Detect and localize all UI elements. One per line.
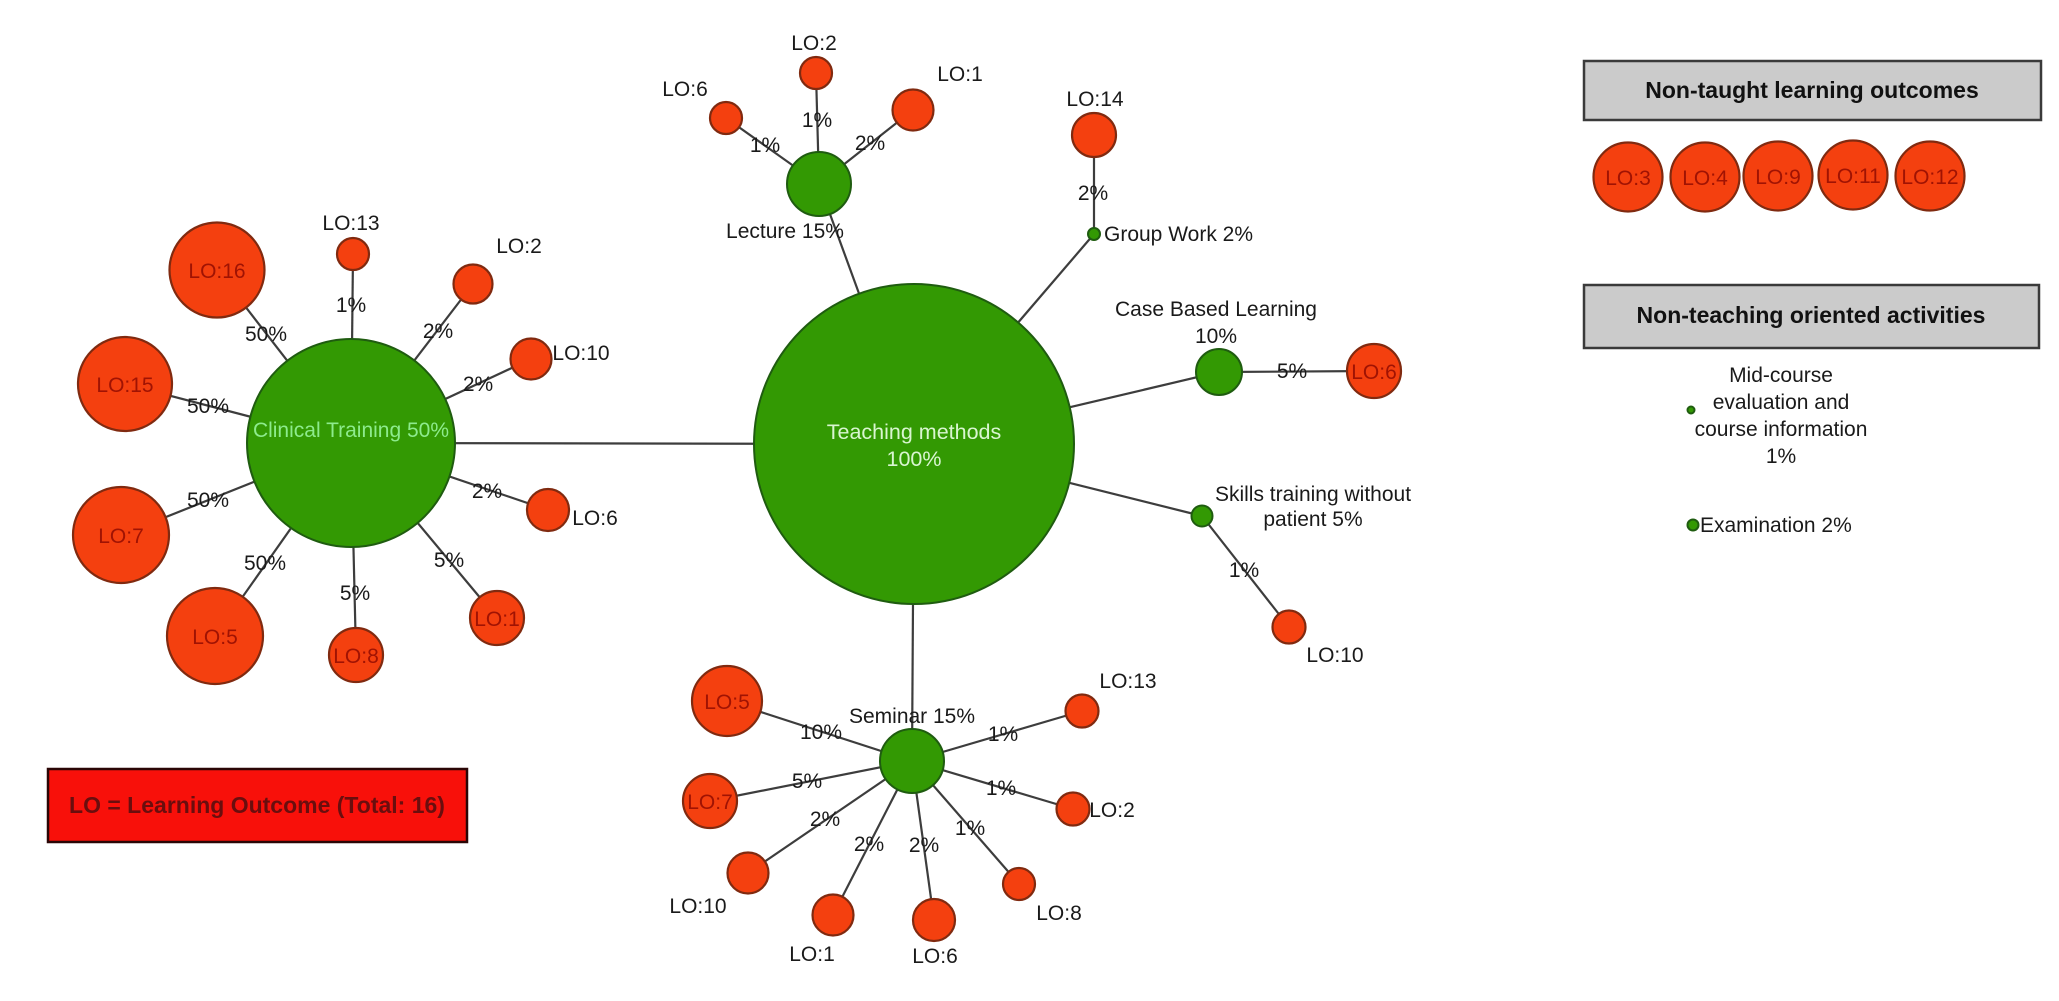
svg-text:LO:6: LO:6 bbox=[662, 78, 708, 101]
svg-text:LO:10: LO:10 bbox=[669, 895, 726, 918]
svg-text:LO:2: LO:2 bbox=[496, 235, 542, 258]
svg-text:1%: 1% bbox=[986, 777, 1016, 800]
svg-text:LO:2: LO:2 bbox=[1089, 799, 1135, 822]
svg-text:LO:1: LO:1 bbox=[474, 608, 520, 631]
svg-text:LO:11: LO:11 bbox=[1825, 165, 1881, 188]
svg-text:2%: 2% bbox=[909, 834, 939, 857]
svg-text:10%: 10% bbox=[800, 721, 842, 744]
svg-text:Seminar 15%: Seminar 15% bbox=[849, 705, 975, 728]
svg-text:Clinical Training 50%: Clinical Training 50% bbox=[253, 419, 449, 442]
svg-text:LO:2: LO:2 bbox=[791, 32, 837, 55]
svg-text:1%: 1% bbox=[336, 294, 366, 317]
svg-text:Case Based Learning: Case Based Learning bbox=[1115, 298, 1317, 321]
svg-text:5%: 5% bbox=[340, 582, 370, 605]
svg-text:Lecture 15%: Lecture 15% bbox=[726, 220, 844, 243]
svg-text:LO:6: LO:6 bbox=[912, 945, 958, 968]
svg-text:Non-taught learning outcomes: Non-taught learning outcomes bbox=[1645, 77, 1979, 103]
svg-text:LO:9: LO:9 bbox=[1755, 166, 1801, 189]
svg-text:LO:6: LO:6 bbox=[572, 507, 618, 530]
svg-text:LO:1: LO:1 bbox=[937, 63, 983, 86]
svg-text:5%: 5% bbox=[792, 770, 822, 793]
svg-text:1%: 1% bbox=[1229, 559, 1259, 582]
svg-text:2%: 2% bbox=[472, 480, 502, 503]
svg-text:10%: 10% bbox=[1195, 325, 1237, 348]
svg-text:LO:13: LO:13 bbox=[322, 212, 379, 235]
svg-text:course information: course information bbox=[1695, 418, 1868, 441]
svg-text:2%: 2% bbox=[463, 373, 493, 396]
svg-text:1%: 1% bbox=[955, 817, 985, 840]
svg-text:LO = Learning Outcome (Total:: LO = Learning Outcome (Total: 16) bbox=[69, 792, 445, 818]
svg-text:patient 5%: patient 5% bbox=[1263, 508, 1362, 531]
svg-text:2%: 2% bbox=[855, 132, 885, 155]
svg-text:100%: 100% bbox=[887, 447, 942, 471]
svg-text:1%: 1% bbox=[988, 723, 1018, 746]
svg-text:evaluation and: evaluation and bbox=[1713, 391, 1850, 414]
svg-text:2%: 2% bbox=[1078, 182, 1108, 205]
svg-text:LO:8: LO:8 bbox=[1036, 902, 1082, 925]
svg-text:LO:5: LO:5 bbox=[704, 691, 750, 714]
svg-text:5%: 5% bbox=[1277, 360, 1307, 383]
svg-text:LO:14: LO:14 bbox=[1066, 88, 1124, 111]
svg-text:LO:3: LO:3 bbox=[1605, 167, 1651, 190]
svg-text:LO:6: LO:6 bbox=[1351, 361, 1397, 384]
svg-text:50%: 50% bbox=[187, 489, 229, 512]
svg-text:LO:15: LO:15 bbox=[96, 374, 153, 397]
svg-text:2%: 2% bbox=[854, 833, 884, 856]
svg-text:5%: 5% bbox=[434, 549, 464, 572]
svg-text:Examination 2%: Examination 2% bbox=[1700, 514, 1852, 537]
svg-text:1%: 1% bbox=[802, 109, 832, 132]
svg-text:2%: 2% bbox=[810, 808, 840, 831]
svg-text:Group Work 2%: Group Work 2% bbox=[1104, 223, 1253, 246]
svg-text:LO:10: LO:10 bbox=[1306, 644, 1363, 667]
svg-text:LO:16: LO:16 bbox=[188, 260, 245, 283]
svg-text:LO:7: LO:7 bbox=[687, 791, 733, 814]
svg-text:Mid-course: Mid-course bbox=[1729, 364, 1833, 387]
svg-text:1%: 1% bbox=[750, 134, 780, 157]
svg-text:LO:7: LO:7 bbox=[98, 525, 144, 548]
svg-text:Skills training without: Skills training without bbox=[1215, 483, 1411, 506]
svg-text:50%: 50% bbox=[244, 552, 286, 575]
svg-text:LO:12: LO:12 bbox=[1901, 166, 1958, 189]
svg-text:Teaching methods: Teaching methods bbox=[827, 420, 1002, 444]
svg-text:LO:13: LO:13 bbox=[1099, 670, 1156, 693]
svg-text:50%: 50% bbox=[245, 323, 287, 346]
svg-text:LO:4: LO:4 bbox=[1682, 167, 1728, 190]
svg-text:1%: 1% bbox=[1766, 445, 1796, 468]
svg-text:LO:10: LO:10 bbox=[552, 342, 609, 365]
svg-text:50%: 50% bbox=[187, 395, 229, 418]
svg-text:LO:5: LO:5 bbox=[192, 626, 238, 649]
svg-text:Non-teaching oriented activiti: Non-teaching oriented activities bbox=[1637, 302, 1986, 328]
svg-text:2%: 2% bbox=[423, 320, 453, 343]
svg-text:LO:8: LO:8 bbox=[333, 645, 379, 668]
svg-text:LO:1: LO:1 bbox=[789, 943, 835, 966]
